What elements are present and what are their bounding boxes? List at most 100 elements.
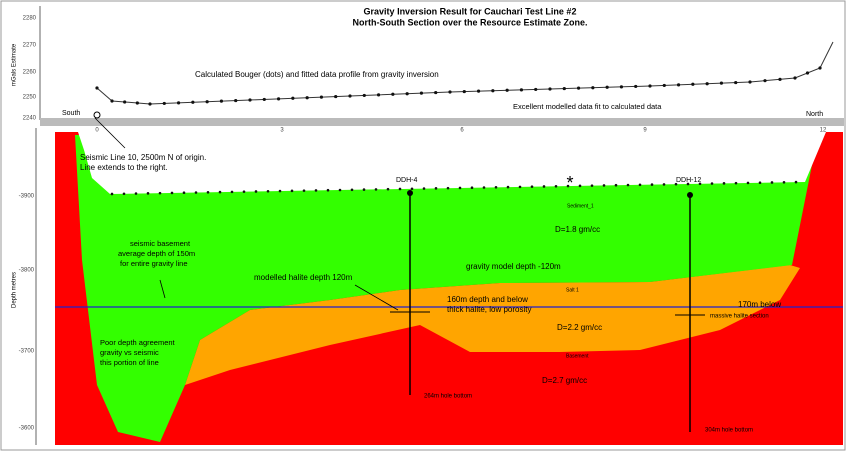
surface-dot <box>542 185 546 188</box>
panel-divider <box>40 118 844 126</box>
annotation: seismic basement <box>130 239 191 248</box>
profile-dot <box>562 86 566 91</box>
density: D=1.8 gm/cc <box>555 225 600 234</box>
profile-dot <box>763 79 767 83</box>
annotation: South <box>62 110 80 117</box>
surface-dot <box>290 189 294 193</box>
annotation: Poor depth agreement <box>100 338 176 347</box>
profile-dot <box>519 88 524 92</box>
profile-dot <box>176 101 181 105</box>
hole-collar <box>687 192 693 198</box>
profile-dot <box>505 88 509 92</box>
profile-dot <box>705 82 709 86</box>
y-tick-label: -3700 <box>19 349 35 355</box>
annotation: 304m hole bottom <box>705 428 753 434</box>
layer-name: Sediment_1 <box>567 203 594 209</box>
profile-dot <box>419 91 424 95</box>
annotation: modelled halite depth 120m <box>254 273 353 282</box>
surface-dot <box>434 187 438 190</box>
surface-dot <box>158 191 162 195</box>
surface-dot <box>182 191 186 195</box>
surface-dot <box>554 184 558 188</box>
surface-dot <box>710 182 714 185</box>
surface-dot <box>170 191 174 195</box>
profile-dot <box>95 86 99 90</box>
surface-dot <box>734 181 738 185</box>
profile-line <box>96 41 834 105</box>
profile-dot <box>205 100 209 104</box>
surface-dot <box>494 185 498 189</box>
profile-dot <box>591 86 595 90</box>
surface-dot <box>458 186 462 190</box>
surface-dot <box>782 180 786 184</box>
profile-dot <box>805 71 810 75</box>
profile-dot <box>319 95 324 99</box>
x-tick-label: 6 <box>460 128 464 134</box>
profile-dot <box>376 93 381 97</box>
profile-dot <box>276 97 281 101</box>
profile-dot <box>818 66 822 70</box>
surface-dot <box>362 188 366 191</box>
y-label: mGals Estimate <box>12 43 18 86</box>
surface-dot <box>650 183 654 186</box>
profile-dot <box>291 96 295 100</box>
x-tick-label: 9 <box>643 128 647 134</box>
surface-dot <box>794 180 798 184</box>
layer-name: Salt 1 <box>566 287 579 293</box>
salt-fill <box>185 265 800 385</box>
profile-dot <box>605 85 609 89</box>
surface-dot <box>614 183 618 187</box>
profile-dot <box>434 90 438 95</box>
surface-dot <box>482 186 486 189</box>
surface-dot <box>410 187 414 191</box>
title: Gravity Inversion Result for Cauchari Te… <box>364 6 577 16</box>
surface-dot <box>254 190 258 193</box>
y-label: Depth metres <box>12 272 18 308</box>
surface-dot <box>350 188 354 192</box>
profile-dot <box>348 94 352 98</box>
profile-dot <box>548 87 552 91</box>
y-tick-label: 2280 <box>23 16 37 22</box>
surface-dot <box>122 192 126 196</box>
annotation: Calculated Bouger (dots) and fitted data… <box>195 70 439 79</box>
annotation: 160m depth and below <box>447 295 528 304</box>
y-tick-label: 2270 <box>23 43 37 49</box>
annotation: * <box>566 173 573 193</box>
annotation: thick halite, low porosity <box>447 305 531 314</box>
annotation: massive halite section <box>710 314 769 320</box>
surface-dot <box>338 188 342 192</box>
profile-dot <box>110 99 114 103</box>
hole-label: DDH-12 <box>676 177 701 184</box>
surface-dot <box>638 183 642 187</box>
y-tick-label: -3600 <box>19 426 35 432</box>
y-tick-label: 2250 <box>23 95 37 101</box>
profile-dot <box>234 98 238 103</box>
surface-dot <box>194 191 198 194</box>
profile-dot <box>462 89 466 94</box>
profile-dot <box>262 97 266 102</box>
pointer <box>159 279 166 299</box>
profile-dot <box>162 101 166 106</box>
surface-dot <box>230 190 234 194</box>
surface-dot <box>566 184 570 188</box>
surface-dot <box>278 189 282 193</box>
y-tick-label: 2240 <box>23 116 37 122</box>
profile-dot <box>334 94 338 99</box>
profile-dot <box>123 100 127 104</box>
profile-dot <box>476 89 481 93</box>
profile-dot <box>748 80 752 84</box>
surface-dot <box>110 192 114 196</box>
hole-label: DDH-4 <box>396 177 417 184</box>
annotation: this portion of line <box>100 358 159 367</box>
surface-dot <box>146 192 150 195</box>
surface-dot <box>326 188 330 192</box>
surface-dot <box>770 181 774 184</box>
south-marker <box>93 111 101 119</box>
profile-dot <box>362 93 366 98</box>
profile-dot <box>148 102 152 106</box>
surface-dot <box>698 182 702 186</box>
profile-dot <box>648 84 652 88</box>
x-tick-label: 12 <box>820 128 827 134</box>
annotation: Excellent modelled data fit to calculate… <box>513 102 662 111</box>
